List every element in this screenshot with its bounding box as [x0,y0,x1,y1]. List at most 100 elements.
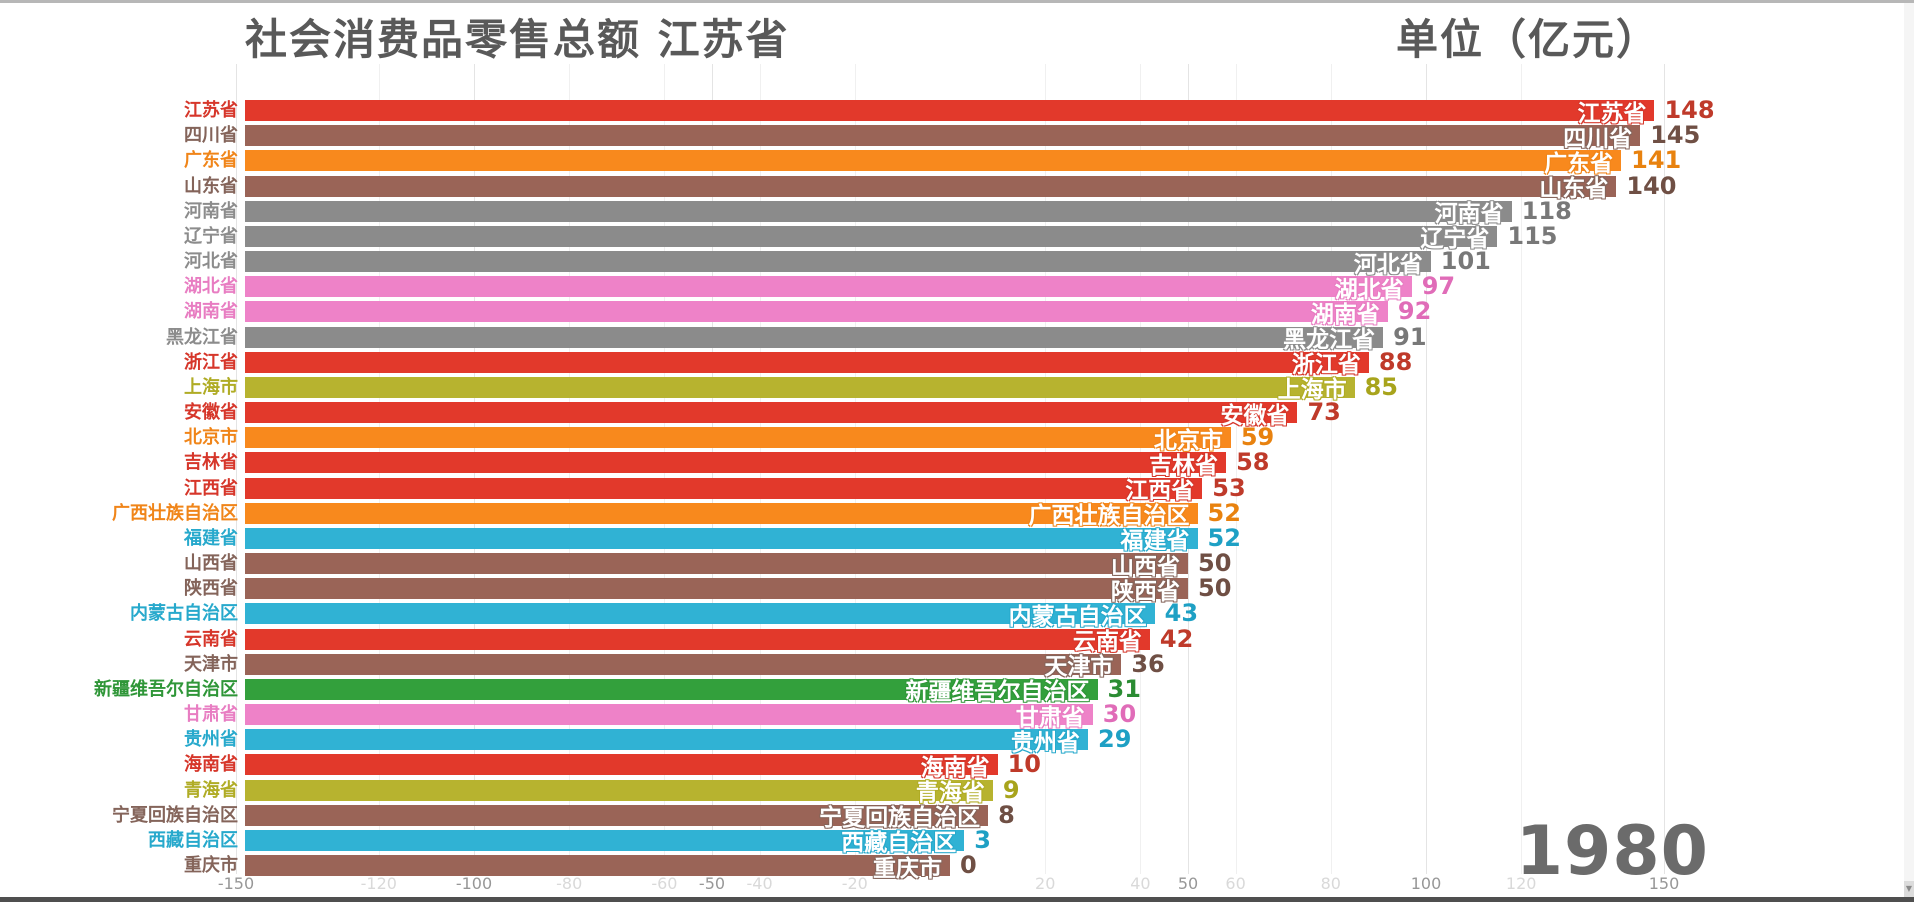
bar-value: 73 [1307,398,1341,427]
scrollbar[interactable]: ▼ [1904,3,1914,897]
bar-name-label: 贵州省 [1011,729,1081,756]
gridline [1664,64,1665,874]
bar-name-label: 上海市 [1277,377,1347,404]
bar: 贵州省 [245,729,1089,756]
bar-value: 31 [1107,674,1141,703]
province-label: 新疆维吾尔自治区 [94,678,238,700]
bar-value: 59 [1240,423,1275,452]
bar-name-label: 海南省 [920,754,990,781]
bar-name-label: 云南省 [1072,629,1142,656]
axis-tick-label: -50 [698,874,726,893]
bar-value: 148 [1664,96,1715,124]
province-label: 宁夏回族自治区 [112,804,238,826]
bar-name-label: 黑龙江省 [1283,327,1376,354]
bar: 山东省 [245,175,1617,202]
bar-name-label: 山东省 [1539,176,1609,202]
province-label: 山东省 [184,175,238,197]
bar: 宁夏回族自治区 [245,804,989,831]
bar-name-label: 广东省 [1544,150,1614,177]
bar-name-label: 重庆市 [873,855,942,882]
axis-tick-label: -60 [651,874,678,893]
bar: 湖北省 [245,276,1412,303]
bar-name-label: 辽宁省 [1420,226,1490,253]
bar: 天津市 [245,653,1122,680]
bar-name-label: 吉林省 [1149,452,1219,479]
bar-name-label: 江苏省 [1577,100,1647,127]
bar-value: 0 [960,851,977,880]
bar: 青海省 [245,779,993,806]
gridline [236,64,237,874]
bar-name-label: 青海省 [915,780,985,807]
bar-value: 29 [1098,725,1132,754]
bar: 江西省 [245,477,1203,504]
bar-value: 91 [1393,322,1427,351]
axis-tick-label: 150 [1648,874,1680,893]
bar-name-label: 甘肃省 [1015,704,1085,731]
bar: 四川省 [245,125,1641,152]
province-label: 湖北省 [184,276,238,298]
province-label: 甘肃省 [184,704,238,726]
bar-name-label: 内蒙古自治区 [1008,603,1147,630]
province-label: 河北省 [184,251,238,273]
bar-value: 92 [1397,297,1432,326]
bar-name-label: 广西壮族自治区 [1028,503,1190,530]
bar-value: 43 [1164,599,1199,628]
axis-tick-label: 20 [1035,874,1056,893]
gridline [1426,64,1427,874]
province-label: 安徽省 [184,402,238,424]
unit-label: 单位（亿元） [1395,15,1660,64]
axis-tick-label: 120 [1505,874,1537,893]
bar-name-label: 湖南省 [1310,301,1380,328]
bar-value: 145 [1650,121,1701,150]
province-label: 四川省 [184,125,238,147]
bar: 上海市 [245,376,1355,403]
chart-title: 社会消费品零售总额 江苏省 [245,15,790,64]
bar: 重庆市 [245,855,950,882]
province-label: 江苏省 [184,100,238,121]
scroll-down-arrow-icon[interactable]: ▼ [1904,881,1914,897]
province-label: 陕西省 [184,578,238,600]
province-label: 贵州省 [184,729,238,751]
province-label: 黑龙江省 [166,326,238,348]
province-label: 吉林省 [184,452,238,474]
gridline [1235,64,1237,874]
bar-value: 101 [1440,247,1491,276]
axis-tick-label: 50 [1177,874,1199,893]
bar-name-label: 西藏自治区 [841,830,957,857]
top-border-line [0,0,1914,3]
gridline [1521,64,1523,874]
bar-value: 118 [1521,196,1572,225]
bar-value: 3 [974,825,991,854]
axis-tick-label: 100 [1410,874,1442,893]
bar-value: 88 [1378,347,1413,376]
bar-name-label: 湖北省 [1334,276,1404,303]
province-label: 湖南省 [184,301,238,323]
bar-value: 36 [1131,649,1165,678]
bar: 甘肃省 [245,704,1093,731]
bar-name-label: 河南省 [1434,201,1504,228]
bar: 安徽省 [245,402,1298,429]
bar-name-label: 山西省 [1111,553,1180,580]
bar-name-label: 宁夏回族自治区 [819,805,981,832]
bar-value: 10 [1007,750,1041,779]
bar-value: 85 [1364,372,1398,401]
axis-tick-label: -20 [841,874,868,893]
axis-tick-label: -150 [217,874,255,893]
bar-name-label: 新疆维吾尔自治区 [905,679,1090,706]
bar: 河北省 [245,251,1431,278]
bar: 辽宁省 [245,225,1498,252]
province-label: 河南省 [184,200,238,222]
province-label: 重庆市 [184,855,238,877]
province-label: 辽宁省 [184,225,238,247]
province-label: 海南省 [184,754,238,776]
bar-value: 42 [1159,624,1194,653]
bar-name-label: 福建省 [1120,528,1190,555]
bar: 湖南省 [245,301,1388,328]
bar-value: 115 [1507,221,1558,250]
bar-value: 50 [1198,574,1232,603]
bar: 新疆维吾尔自治区 [245,678,1098,705]
bar-value: 30 [1102,700,1137,729]
bar: 广西壮族自治区 [245,502,1198,529]
bar-value: 58 [1236,448,1270,477]
